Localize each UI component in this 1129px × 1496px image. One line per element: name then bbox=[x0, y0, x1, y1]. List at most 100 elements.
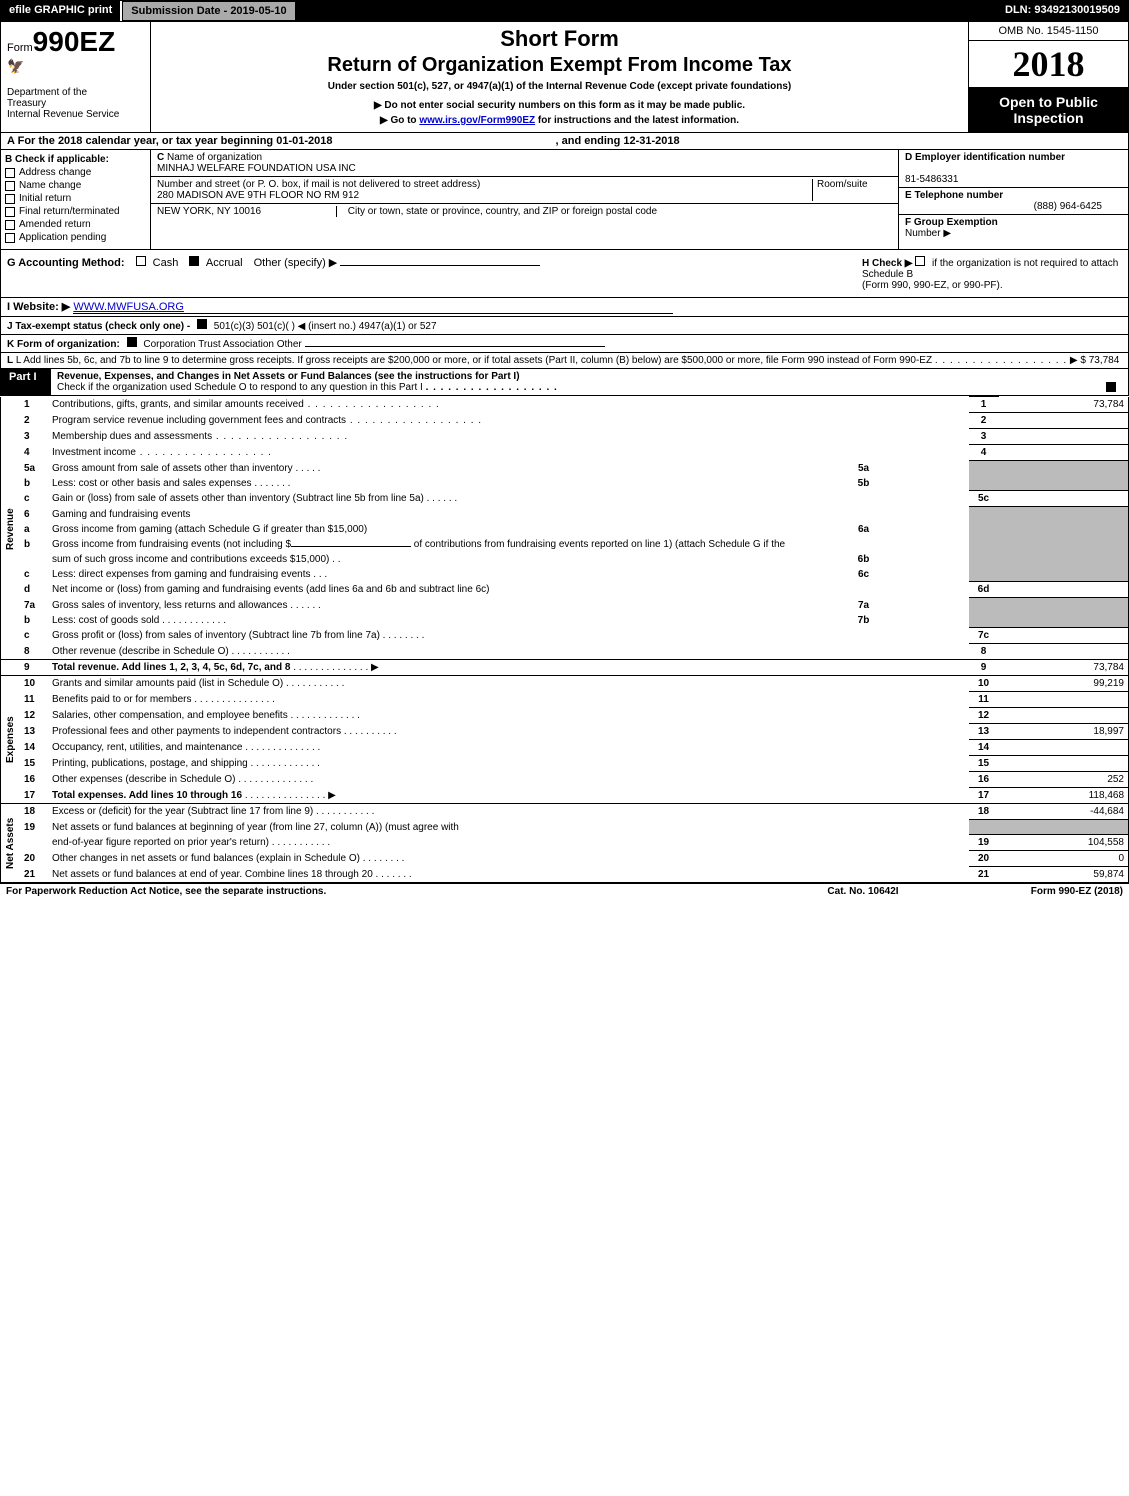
line-15: 15 Printing, publications, postage, and … bbox=[1, 756, 1129, 772]
dots bbox=[304, 399, 440, 410]
box-val bbox=[999, 445, 1129, 461]
line-desc: Printing, publications, postage, and shi… bbox=[52, 758, 248, 769]
line-num: 11 bbox=[20, 692, 48, 708]
line-num: d bbox=[20, 582, 48, 598]
box-num: 16 bbox=[969, 772, 999, 788]
line-6: 6 Gaming and fundraising events bbox=[1, 507, 1129, 522]
line-5b: b Less: cost or other basis and sales ex… bbox=[1, 476, 1129, 491]
j-opts: 501(c)(3) 501(c)( ) ◀ (insert no.) 4947(… bbox=[214, 321, 437, 332]
line-num: 6 bbox=[20, 507, 48, 522]
efile-print-button[interactable]: efile GRAPHIC print bbox=[1, 1, 122, 21]
line-13: 13 Professional fees and other payments … bbox=[1, 724, 1129, 740]
dots bbox=[426, 382, 558, 393]
check-label-3: Final return/terminated bbox=[19, 206, 120, 217]
row-gh: G Accounting Method: Cash Accrual Other … bbox=[0, 250, 1129, 298]
goto-link[interactable]: www.irs.gov/Form990EZ bbox=[419, 115, 535, 126]
greyed-box bbox=[999, 476, 1129, 491]
line-num: 1 bbox=[20, 397, 48, 413]
line-desc-cont: of contributions from fundraising events… bbox=[414, 539, 785, 550]
line-7a: 7a Gross sales of inventory, less return… bbox=[1, 598, 1129, 613]
line-num: 19 bbox=[20, 820, 48, 835]
sub-box-val bbox=[879, 598, 969, 613]
line-4: 4 Investment income 4 bbox=[1, 445, 1129, 461]
line-num: 3 bbox=[20, 429, 48, 445]
check-amended-return[interactable]: Amended return bbox=[5, 219, 146, 230]
irs-eagle-icon: 🦅 bbox=[7, 58, 144, 75]
line-num: 16 bbox=[20, 772, 48, 788]
blank-field[interactable] bbox=[291, 546, 411, 547]
sub-box-num: 6c bbox=[849, 567, 879, 582]
header-right: OMB No. 1545-1150 2018 Open to Public In… bbox=[968, 22, 1128, 132]
line-num: 17 bbox=[20, 788, 48, 804]
dots bbox=[136, 447, 272, 458]
line-14: 14 Occupancy, rent, utilities, and maint… bbox=[1, 740, 1129, 756]
line-19-2: end-of-year figure reported on prior yea… bbox=[1, 835, 1129, 851]
box-num: 10 bbox=[969, 676, 999, 692]
part-title-text: Revenue, Expenses, and Changes in Net As… bbox=[57, 371, 520, 382]
box-val: 0 bbox=[999, 851, 1129, 867]
line-num: 10 bbox=[20, 676, 48, 692]
box-num: 19 bbox=[969, 835, 999, 851]
check-final-return[interactable]: Final return/terminated bbox=[5, 206, 146, 217]
box-val: 252 bbox=[999, 772, 1129, 788]
checkbox-checked-icon[interactable] bbox=[1106, 382, 1116, 392]
line-21: 21 Net assets or fund balances at end of… bbox=[1, 867, 1129, 883]
line-num: 14 bbox=[20, 740, 48, 756]
g-cash: Cash bbox=[153, 257, 179, 269]
greyed-box bbox=[969, 507, 999, 522]
d-ein-block: D Employer identification number 81-5486… bbox=[899, 150, 1128, 188]
submission-date: Submission Date - 2019-05-10 bbox=[122, 1, 295, 21]
line-desc: Professional fees and other payments to … bbox=[52, 726, 341, 737]
line-desc: Gross profit or (loss) from sales of inv… bbox=[52, 630, 380, 641]
check-address-change[interactable]: Address change bbox=[5, 167, 146, 178]
greyed-box bbox=[999, 613, 1129, 628]
website-link[interactable]: WWW.MWFUSA.ORG bbox=[73, 301, 673, 314]
short-form-title: Short Form bbox=[157, 26, 962, 52]
line-desc: Grants and similar amounts paid (list in… bbox=[52, 678, 283, 689]
line-3: 3 Membership dues and assessments 3 bbox=[1, 429, 1129, 445]
checkbox-checked-icon[interactable] bbox=[127, 337, 137, 347]
box-val bbox=[999, 582, 1129, 598]
b-label: B bbox=[5, 154, 12, 165]
sub-box-val bbox=[879, 552, 969, 567]
footer-paperwork: For Paperwork Reduction Act Notice, see … bbox=[6, 886, 783, 897]
check-name-change[interactable]: Name change bbox=[5, 180, 146, 191]
greyed-box bbox=[999, 537, 1129, 552]
k-other-blank[interactable] bbox=[305, 346, 605, 347]
part-check-text: Check if the organization used Schedule … bbox=[57, 382, 423, 393]
col-def-right: D Employer identification number 81-5486… bbox=[898, 150, 1128, 249]
line-6b-1: b Gross income from fundraising events (… bbox=[1, 537, 1129, 552]
greyed-box bbox=[969, 613, 999, 628]
check-initial-return[interactable]: Initial return bbox=[5, 193, 146, 204]
greyed-box bbox=[999, 522, 1129, 537]
sub-box-val bbox=[879, 476, 969, 491]
checkbox-icon[interactable] bbox=[915, 256, 925, 266]
box-val bbox=[999, 491, 1129, 507]
box-val: 73,784 bbox=[999, 397, 1129, 413]
h-text3: (Form 990, 990-EZ, or 990-PF). bbox=[862, 280, 1003, 291]
checkbox-checked-icon[interactable] bbox=[197, 319, 207, 329]
checkbox-icon[interactable] bbox=[136, 256, 146, 266]
line-desc: Net assets or fund balances at beginning… bbox=[52, 822, 459, 833]
g-accrual: Accrual bbox=[206, 257, 243, 269]
box-num: 2 bbox=[969, 413, 999, 429]
line-num: 2 bbox=[20, 413, 48, 429]
box-val bbox=[999, 740, 1129, 756]
box-val bbox=[999, 692, 1129, 708]
g-other-blank[interactable] bbox=[340, 265, 540, 266]
row-i-website: I Website: ▶ WWW.MWFUSA.ORG bbox=[0, 298, 1129, 317]
addr-label: Number and street (or P. O. box, if mail… bbox=[157, 179, 480, 190]
checkbox-checked-icon[interactable] bbox=[189, 256, 199, 266]
line-num: 9 bbox=[20, 660, 48, 676]
line-desc: Total expenses. Add lines 10 through 16 bbox=[52, 790, 242, 801]
box-num: 6d bbox=[969, 582, 999, 598]
line-desc: Gaming and fundraising events bbox=[52, 509, 190, 520]
box-val bbox=[999, 644, 1129, 660]
checkbox-icon bbox=[5, 181, 15, 191]
l-text: L Add lines 5b, 6c, and 7b to line 9 to … bbox=[16, 355, 932, 366]
check-application-pending[interactable]: Application pending bbox=[5, 232, 146, 243]
goto-post: for instructions and the latest informat… bbox=[535, 115, 739, 126]
form-prefix: Form bbox=[7, 42, 33, 54]
section-bcdef: B Check if applicable: Address change Na… bbox=[0, 150, 1129, 250]
box-val bbox=[999, 429, 1129, 445]
